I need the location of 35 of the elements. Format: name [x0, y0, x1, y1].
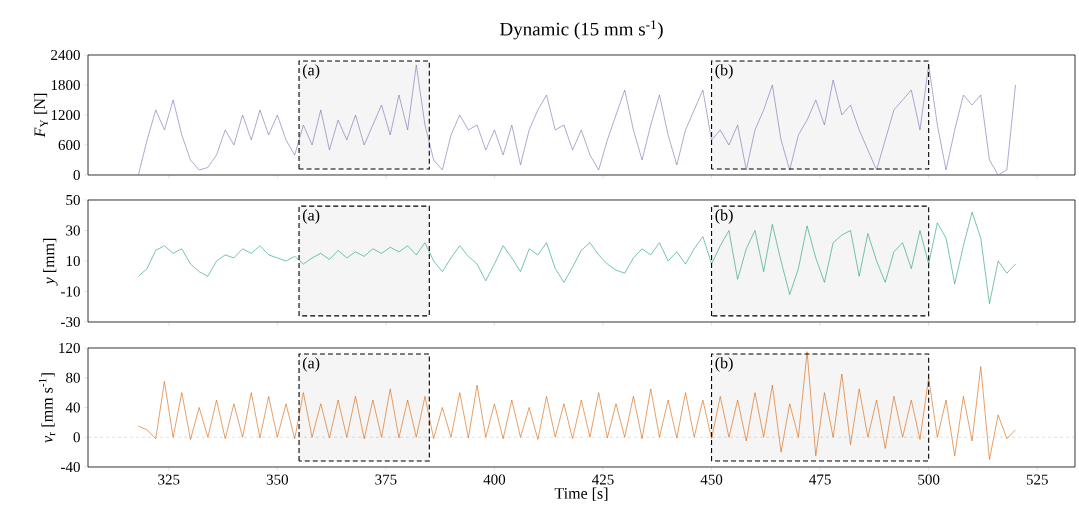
y-tick-label: 0 — [73, 169, 80, 181]
y-tick-label: 1200 — [51, 109, 80, 121]
y-tick-label: -10 — [61, 286, 80, 297]
y-tick-label: 600 — [58, 139, 80, 151]
y-tick-label: 2400 — [51, 49, 80, 61]
y-axis-title: F$_{Y}$ [N] — [33, 93, 48, 138]
y-tick-label: 10 — [66, 255, 80, 267]
band-label: (a) — [302, 357, 320, 372]
band-label: (b) — [715, 357, 733, 372]
y-tick-label: 1800 — [51, 79, 80, 91]
band-label: (a) — [302, 64, 320, 79]
band-label: (b) — [715, 209, 733, 224]
x-tick-label: 475 — [809, 474, 831, 485]
band-label: (a) — [302, 209, 320, 224]
y-axis-title: v$_{r}$ [mm s$^{-1}$] — [38, 373, 56, 443]
y-tick-label: 120 — [59, 342, 80, 354]
y-tick-label: 80 — [66, 372, 80, 383]
band-label: (b) — [715, 64, 733, 79]
x-tick-label: 500 — [918, 474, 940, 485]
y-tick-label: -30 — [61, 316, 80, 328]
x-tick-label: 525 — [1026, 474, 1048, 485]
x-tick-label: 350 — [266, 474, 289, 485]
x-axis-title: Time [s] — [554, 487, 608, 501]
y-tick-label: 50 — [66, 194, 80, 206]
y-axis-title: y [mm] — [43, 238, 58, 286]
y-tick-label: 40 — [65, 402, 80, 413]
x-tick-label: 325 — [158, 474, 180, 485]
x-tick-label: 375 — [375, 474, 397, 485]
x-tick-label: 450 — [700, 474, 723, 485]
x-tick-label: 425 — [592, 474, 614, 485]
y-tick-label: 0 — [73, 432, 80, 443]
y-tick-label: 30 — [66, 225, 80, 236]
x-tick-label: 400 — [483, 474, 506, 485]
y-tick-label: -40 — [61, 461, 80, 473]
chart-title: Dynamic (15 mm s$^{-1}$) — [500, 20, 663, 40]
